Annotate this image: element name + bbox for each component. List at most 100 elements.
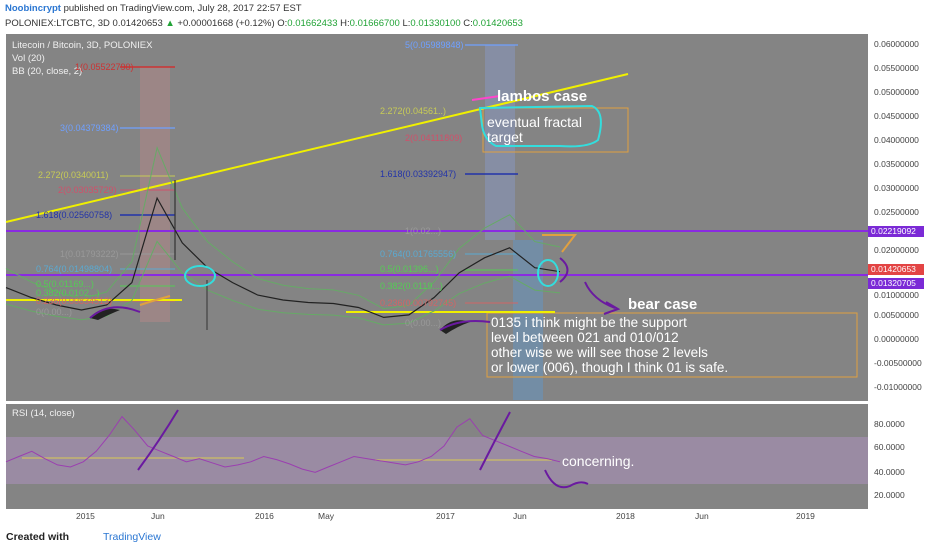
scribble-left — [89, 306, 141, 319]
y-tick: 0.00500000 — [874, 310, 919, 320]
time-axis[interactable] — [6, 509, 868, 523]
y-tick: 0.02500000 — [874, 207, 919, 217]
fib-label-right: 1.618(0.03392947) — [380, 169, 457, 179]
support-text-4: or lower (006), though I think 01 is saf… — [491, 360, 729, 375]
bear-box — [486, 312, 858, 378]
fib-band-left — [140, 67, 170, 322]
orange-projection — [542, 234, 578, 253]
circle-2017 — [537, 259, 559, 287]
x-tick: Jun — [513, 511, 527, 521]
scribble-right — [439, 320, 491, 331]
fib-label-right: 0.236(0.00792745) — [380, 298, 457, 308]
ohlc-open: 0.01662433 — [287, 18, 338, 29]
rsi-series — [5, 415, 561, 473]
circle-2015 — [184, 265, 216, 287]
lambos-case-label: lambos case — [497, 88, 588, 105]
y-tick: 0.00000000 — [874, 334, 919, 344]
ohlc-high-label: H: — [340, 18, 350, 29]
x-tick: Jun — [695, 511, 709, 521]
fib-label-right: 0(0.00...) — [405, 318, 442, 328]
y-tick: 0.02000000 — [874, 245, 919, 255]
fib-label-right: 0.5(0.01396...) — [380, 264, 439, 274]
y-tick: 0.06000000 — [874, 39, 919, 49]
up-arrow-icon: ▲ — [165, 18, 175, 29]
price-label-last: 0.01420653 — [871, 264, 916, 274]
dolphin-left — [90, 308, 120, 320]
footer: Created with TradingView — [0, 523, 932, 550]
bb-upper — [5, 146, 561, 310]
y-tick: 0.03000000 — [874, 183, 919, 193]
price-label-bg-last — [868, 264, 924, 275]
price-label-support: 0.01320705 — [871, 278, 916, 288]
legend-title: Litecoin / Bitcoin, 3D, POLONIEX — [12, 40, 153, 51]
trendline-yellow — [5, 73, 629, 223]
fib-label-left: 0(0.00...) — [36, 307, 73, 317]
price-label-resistance: 0.02219092 — [871, 226, 916, 236]
fib-label-right: 2(0.04111809) — [405, 133, 463, 143]
rsi-tick: 40.0000 — [874, 467, 905, 477]
fib-label-left: 1.618(0.02560758) — [36, 210, 113, 220]
rsi-tick: 20.0000 — [874, 490, 905, 500]
ohlc-close-label: C: — [463, 18, 473, 29]
rsi-band — [6, 437, 868, 484]
support-text-1: 0135 i think might be the support — [491, 315, 687, 330]
author-name[interactable]: Noobincrypt — [5, 3, 61, 14]
ohlc-low: 0.01330100 — [410, 18, 461, 29]
support-text-2: level between 021 and 010/012 — [491, 330, 679, 345]
pink-arrow — [471, 95, 501, 101]
price-change: +0.00001668 (+0.12%) — [177, 18, 275, 29]
legend-vol: Vol (20) — [12, 53, 45, 64]
purple-curl — [559, 257, 569, 283]
fib-label-left: 2(0.03035729) — [58, 185, 117, 195]
fib-label-left: 1(0.05522790) — [75, 62, 134, 72]
chart-header: Noobincrypt published on TradingView.com… — [0, 0, 932, 34]
volume-spike — [513, 240, 543, 400]
fractal-label-1: eventual fractal — [487, 114, 582, 130]
fib-label-left: 2.272(0.0340011) — [38, 170, 109, 180]
tradingview-brand-link[interactable]: TradingView — [103, 531, 161, 543]
ohlc-open-label: O: — [277, 18, 288, 29]
ohlc-high: 0.01666700 — [349, 18, 400, 29]
x-tick: Jun — [151, 511, 165, 521]
fib-label-right: 0.764(0.01765556) — [380, 249, 457, 259]
x-tick: 2019 — [796, 511, 815, 521]
x-tick: 2017 — [436, 511, 455, 521]
y-tick: 0.01000000 — [874, 290, 919, 300]
fib-label-left: 0.764(0.01498804) — [36, 264, 113, 274]
y-tick: 0.04500000 — [874, 111, 919, 121]
bear-case-label: bear case — [628, 296, 698, 313]
x-tick: 2018 — [616, 511, 635, 521]
price-pane[interactable] — [6, 34, 868, 401]
legend-rsi: RSI (14, close) — [12, 408, 75, 419]
y-tick: 0.03500000 — [874, 159, 919, 169]
x-tick: 2015 — [76, 511, 95, 521]
fib-label-left: 0.5(0.01169...) — [36, 279, 94, 289]
y-tick: 0.04000000 — [874, 135, 919, 145]
fib-label-left: 3(0.04379384) — [60, 123, 119, 133]
legend-bb: BB (20, close, 2) — [12, 66, 83, 77]
x-tick: May — [318, 511, 335, 521]
rsi-tick: 60.0000 — [874, 442, 905, 452]
y-tick: 0.05000000 — [874, 87, 919, 97]
price-label-bg-1 — [868, 226, 924, 237]
fib-label-right: 5(0.05989848) — [405, 40, 464, 50]
price-label-bg-2 — [868, 278, 924, 289]
orange-2015 — [139, 295, 171, 306]
y-tick: -0.00500000 — [874, 358, 922, 368]
price-series — [5, 196, 561, 319]
x-tick: 2016 — [255, 511, 274, 521]
last-price: 0.01420653 — [112, 18, 163, 29]
rsi-slash-left — [137, 409, 179, 471]
created-with-label: Created with — [6, 531, 70, 543]
concerning-label: concerning. — [562, 453, 635, 469]
ohlc-low-label: L: — [402, 18, 411, 29]
fib-label-right: 2.272(0.04561..) — [380, 106, 447, 116]
dolphin-right — [440, 320, 470, 334]
rsi-tick: 80.0000 — [874, 419, 905, 429]
rsi-curl — [544, 469, 589, 489]
y-tick: 0.05500000 — [874, 63, 919, 73]
fib-label-right: 0.382(0.0119...) — [380, 281, 443, 291]
fractal-circle — [478, 104, 602, 148]
bear-arrowhead — [603, 301, 621, 315]
